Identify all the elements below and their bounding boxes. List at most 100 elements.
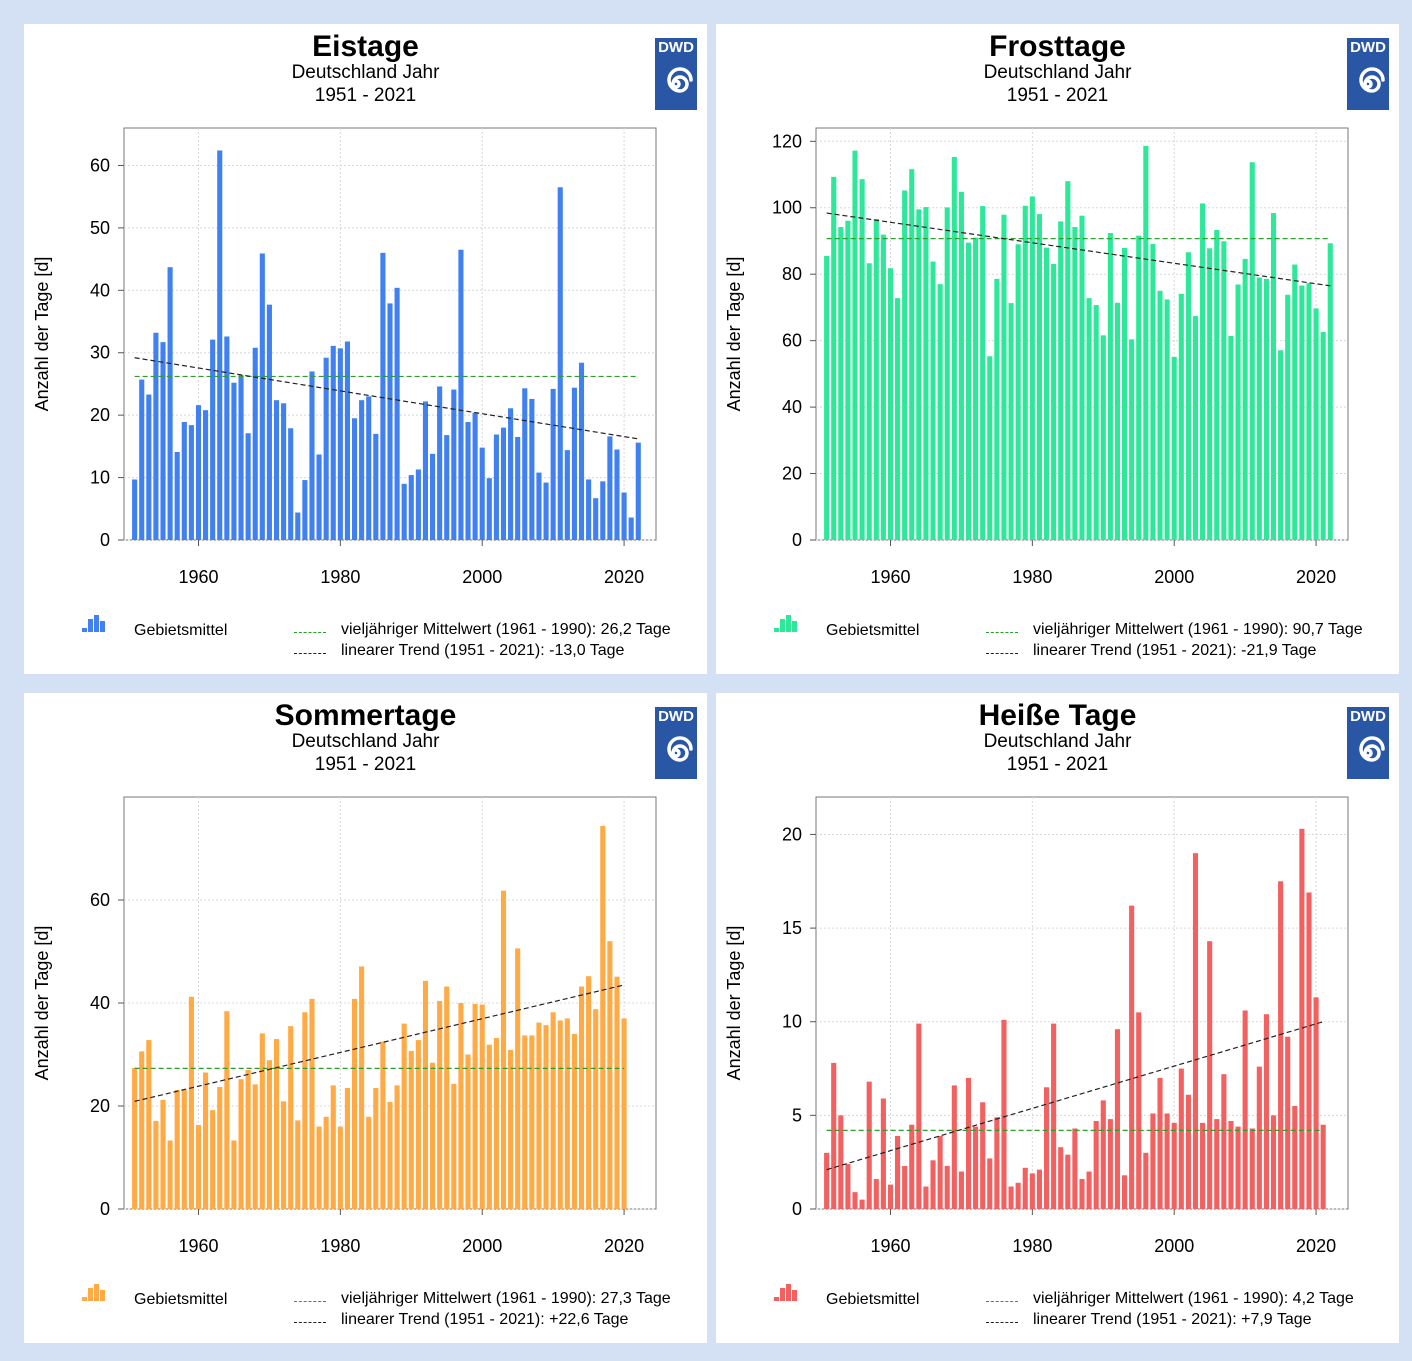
x-tick-label: 2020 <box>1296 1236 1336 1256</box>
bar-1993 <box>430 1062 436 1209</box>
bar-1988 <box>394 287 400 540</box>
bar-2014 <box>578 986 585 1209</box>
bar-1976 <box>1001 214 1007 540</box>
bar-1954 <box>845 220 851 540</box>
bar-1962 <box>902 190 908 540</box>
y-axis-label: Anzahl der Tage [d] <box>32 257 52 412</box>
bar-1962 <box>902 1165 908 1209</box>
bar-1963 <box>909 1124 915 1209</box>
bar-1954 <box>845 1164 851 1209</box>
bar-1956 <box>167 267 173 540</box>
x-tick-label: 1960 <box>178 1236 218 1256</box>
bar-1969 <box>951 156 957 541</box>
bar-2004 <box>1200 1122 1206 1209</box>
bar-1995 <box>1136 1012 1142 1209</box>
bar-2008 <box>1228 1120 1234 1209</box>
chart-subtitle: Deutschland Jahr <box>291 62 440 83</box>
bar-1951 <box>824 255 830 540</box>
bar-1979 <box>330 345 336 540</box>
bar-2019 <box>1306 283 1312 540</box>
bar-2021 <box>628 517 634 540</box>
bar-2018 <box>607 941 613 1209</box>
bar-1970 <box>266 1060 272 1209</box>
bar-1981 <box>344 341 350 540</box>
y-tick-label: 0 <box>792 1199 802 1219</box>
chart-period: 1951 - 2021 <box>1006 85 1109 106</box>
bar-2007 <box>529 398 535 540</box>
bar-1975 <box>994 1117 1000 1209</box>
chart-subtitle: Deutschland Jahr <box>983 62 1132 83</box>
bar-1985 <box>373 1087 379 1209</box>
bar-2007 <box>529 1035 535 1209</box>
bar-1971 <box>273 400 280 540</box>
bar-1970 <box>266 304 272 540</box>
chart-plot: 0 10 20 30 40 50 60 1960 1980 2000 2020 Anzahl der … <box>32 127 657 587</box>
bar-1973 <box>980 206 986 541</box>
bar-1999 <box>472 412 478 540</box>
bar-1951 <box>132 1067 138 1209</box>
bar-1952 <box>139 379 145 540</box>
bar-1966 <box>238 1079 244 1209</box>
bar-2008 <box>536 472 542 540</box>
bar-1990 <box>408 1050 414 1209</box>
bar-2003 <box>1192 853 1199 1209</box>
bar-1959 <box>188 425 194 540</box>
bar-1967 <box>937 284 943 540</box>
x-tick-label: 2000 <box>462 1236 502 1256</box>
bar-1958 <box>873 219 879 541</box>
y-axis-label: Anzahl der Tage [d] <box>32 926 52 1081</box>
bar-1970 <box>958 1171 964 1209</box>
bar-2014 <box>1270 1115 1277 1209</box>
y-tick-label: 60 <box>90 155 110 175</box>
bar-1971 <box>965 242 972 540</box>
bar-1973 <box>288 1026 294 1209</box>
bar-2014 <box>1270 213 1277 541</box>
bar-1992 <box>1114 302 1121 540</box>
bar-1987 <box>1079 1179 1085 1209</box>
bar-1957 <box>174 1090 180 1209</box>
bar-1960 <box>195 1125 202 1209</box>
bar-1986 <box>380 252 386 540</box>
bar-1967 <box>245 1069 251 1209</box>
chart-title: Sommertage <box>274 699 457 732</box>
bar-1989 <box>1093 1120 1099 1209</box>
y-tick-label: 40 <box>90 993 110 1013</box>
bar-1953 <box>838 227 844 540</box>
bar-1974 <box>987 1158 993 1209</box>
bar-1963 <box>909 169 915 540</box>
bar-1953 <box>146 394 152 540</box>
bar-1961 <box>895 1135 901 1209</box>
y-tick-label: 0 <box>792 530 802 550</box>
bar-1973 <box>288 428 294 540</box>
bar-1977 <box>316 454 322 540</box>
bar-1957 <box>866 263 872 540</box>
y-tick-label: 80 <box>782 264 802 284</box>
bar-1997 <box>458 1003 464 1209</box>
bar-1996 <box>1143 145 1149 540</box>
bar-1968 <box>944 207 950 541</box>
bar-1994 <box>437 1000 443 1209</box>
bar-1963 <box>217 1086 223 1209</box>
bar-1982 <box>351 998 358 1209</box>
bar-2012 <box>1256 277 1262 540</box>
x-tick-label: 1960 <box>178 567 218 587</box>
bar-2019 <box>614 976 620 1209</box>
bar-1994 <box>1129 905 1135 1209</box>
bar-1992 <box>422 980 429 1209</box>
bar-2013 <box>1263 278 1269 540</box>
bar-1998 <box>465 422 471 540</box>
bar-1955 <box>852 150 858 540</box>
bar-1986 <box>380 1041 386 1209</box>
bar-2021 <box>1320 332 1326 540</box>
spiral-icon <box>1359 67 1385 93</box>
bar-1954 <box>153 332 159 540</box>
bar-1975 <box>302 1012 308 1209</box>
bar-1979 <box>1022 1167 1028 1209</box>
bar-2013 <box>571 387 577 540</box>
bar-1969 <box>259 1033 265 1209</box>
bar-1967 <box>245 433 251 540</box>
chart-subtitle: Deutschland Jahr <box>983 731 1132 752</box>
bar-1984 <box>1058 1147 1064 1209</box>
bar-1975 <box>302 480 308 540</box>
bar-1980 <box>1029 1173 1035 1209</box>
